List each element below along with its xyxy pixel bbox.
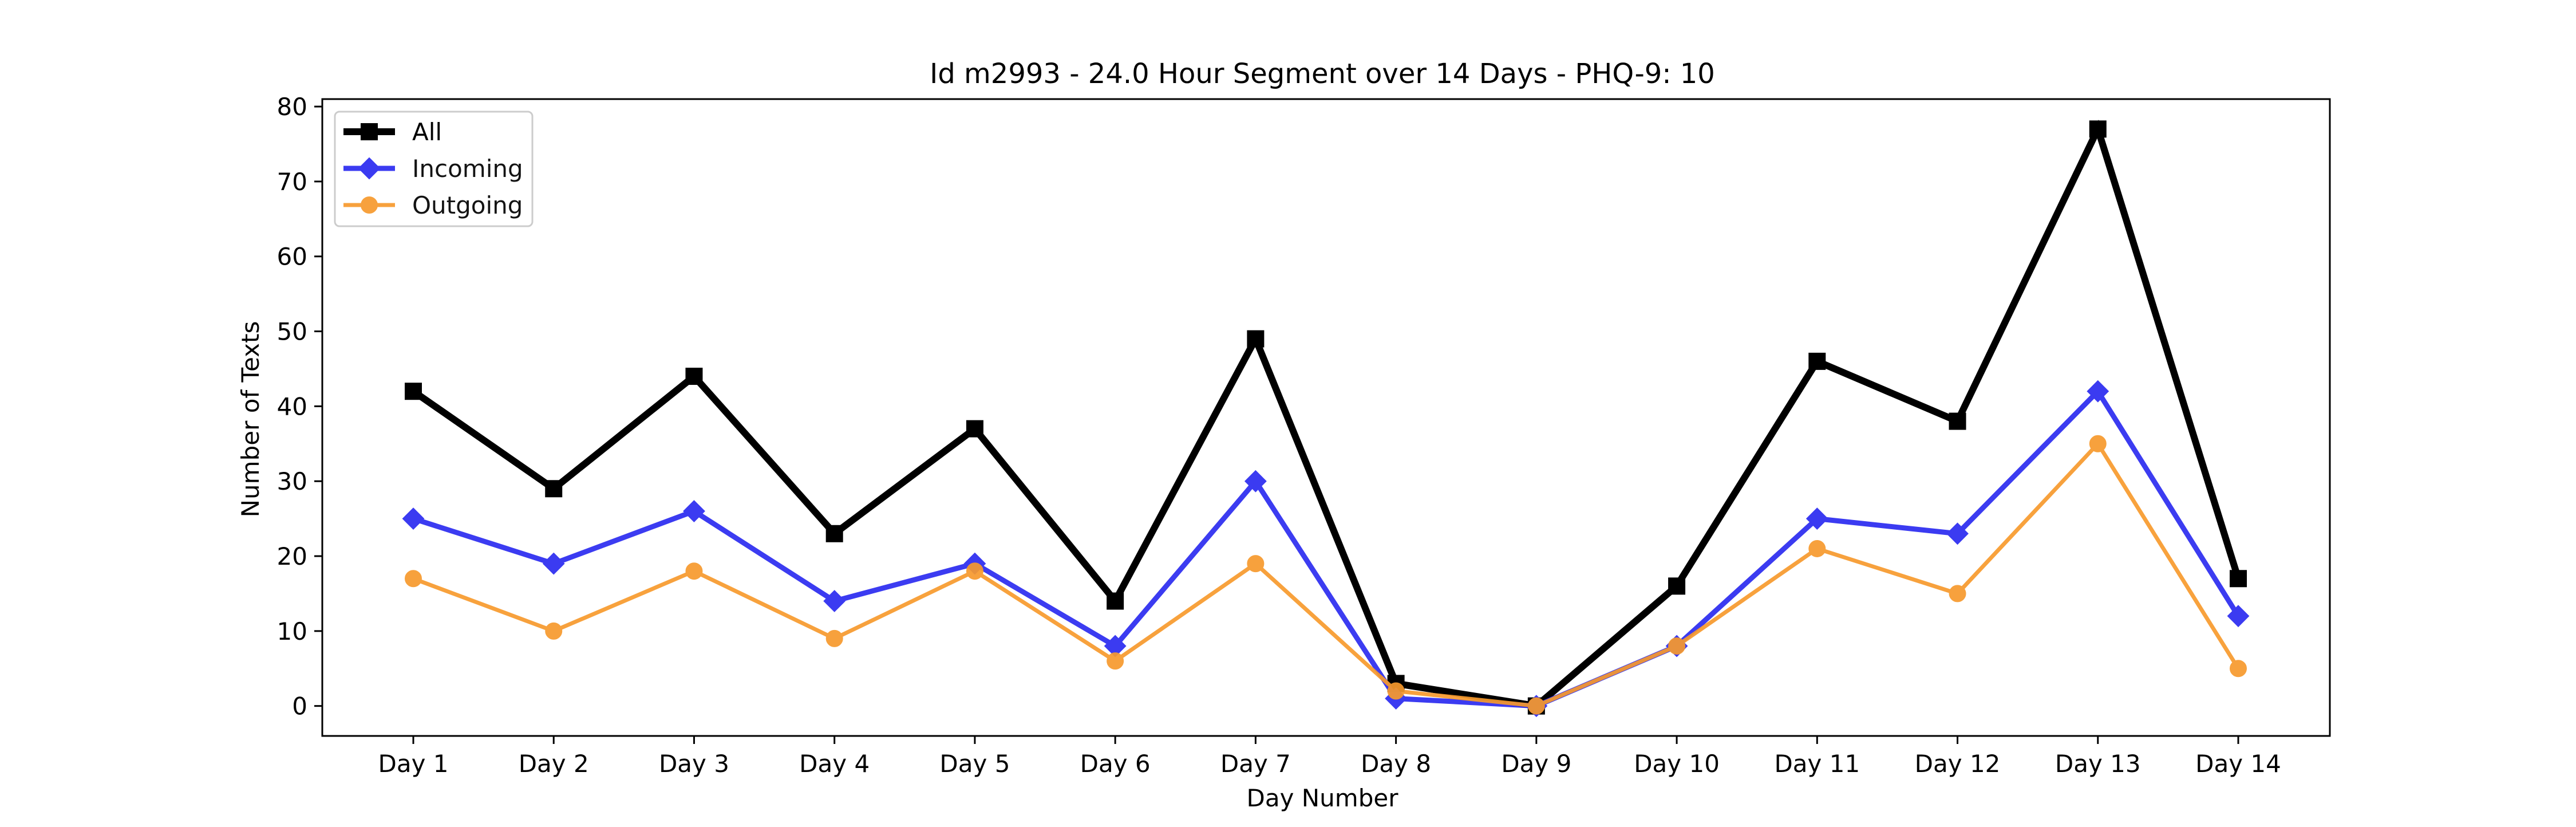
data-point-incoming	[683, 500, 705, 522]
data-point-outgoing	[1387, 682, 1405, 700]
data-point-outgoing	[1107, 652, 1124, 670]
plot-area	[321, 98, 2331, 737]
data-point-outgoing	[1949, 585, 1966, 602]
x-tick-label: Day 4	[799, 750, 870, 778]
y-tick-label: 30	[277, 467, 307, 495]
x-tick-label: Day 6	[1080, 750, 1151, 778]
x-tick-label: Day 13	[2055, 750, 2141, 778]
x-tick-label: Day 2	[519, 750, 589, 778]
data-point-outgoing	[685, 562, 703, 580]
data-point-outgoing	[966, 562, 983, 580]
data-point-incoming	[1946, 522, 1969, 545]
x-tick-label: Day 14	[2195, 750, 2281, 778]
x-tick-label: Day 5	[939, 750, 1010, 778]
data-point-incoming	[2227, 605, 2250, 628]
series-line-outgoing	[412, 440, 2240, 708]
legend-frame	[334, 111, 534, 227]
x-axis: Day 1 Day 2 Day 3 Day 4 Day 5 Day 6 Day 7 Day 8…	[378, 736, 2281, 778]
y-tick-label: 40	[277, 392, 307, 420]
legend-swatch-marker	[361, 123, 378, 140]
data-point-incoming	[823, 590, 846, 612]
data-point-incoming	[1244, 470, 1267, 493]
legend-label: All	[412, 118, 442, 146]
y-tick-label: 70	[277, 168, 307, 196]
data-point-all	[1808, 352, 1826, 370]
y-tick-label: 80	[277, 93, 307, 121]
series-outgoing	[405, 435, 2247, 715]
x-axis-label: Day Number	[1246, 784, 1398, 812]
data-point-outgoing	[825, 629, 843, 647]
data-point-outgoing	[1808, 539, 1826, 557]
data-point-all	[1949, 412, 1966, 430]
legend-swatch-marker	[361, 196, 378, 214]
legend-swatch-marker	[358, 157, 381, 180]
y-tick-label: 20	[277, 542, 307, 570]
x-tick-label: Day 1	[378, 750, 448, 778]
y-tick-label: 60	[277, 243, 307, 271]
data-point-outgoing	[2230, 660, 2247, 678]
data-point-all	[2089, 120, 2107, 138]
data-point-all	[1107, 592, 1124, 610]
data-point-all	[1247, 330, 1265, 348]
legend-label: Outgoing	[412, 191, 523, 219]
data-point-outgoing	[1668, 637, 1686, 655]
data-point-outgoing	[1527, 697, 1545, 715]
series-line-all	[411, 120, 2242, 710]
x-tick-label: Day 9	[1501, 750, 1571, 778]
x-tick-label: Day 7	[1220, 750, 1291, 778]
data-point-incoming	[402, 507, 425, 530]
y-tick-label: 50	[277, 318, 307, 346]
data-point-all	[825, 525, 843, 542]
data-point-outgoing	[1247, 555, 1265, 573]
data-point-outgoing	[545, 622, 563, 640]
data-point-all	[2230, 570, 2247, 588]
data-point-all	[1668, 577, 1686, 595]
x-tick-label: Day 10	[1634, 750, 1720, 778]
data-point-incoming	[1805, 507, 1828, 530]
y-axis: 0 10 20 30 40 50 60 70 80	[277, 93, 322, 720]
series-line-incoming	[412, 387, 2241, 709]
data-point-all	[685, 368, 703, 385]
data-point-incoming	[2087, 380, 2109, 403]
legend-entry-all: All	[343, 118, 442, 146]
plot-frame	[321, 98, 2331, 737]
legend: All Incoming Outgoing	[334, 111, 534, 227]
legend-entry-outgoing: Outgoing	[343, 191, 523, 219]
legend-label: Incoming	[412, 155, 523, 183]
x-tick-label: Day 3	[659, 750, 729, 778]
x-tick-label: Day 8	[1361, 750, 1431, 778]
y-axis-label: Number of Texts	[236, 321, 264, 518]
data-point-all	[545, 480, 563, 498]
legend-entry-incoming: Incoming	[343, 155, 523, 183]
series-layer	[402, 120, 2250, 718]
x-tick-label: Day 11	[1774, 750, 1860, 778]
data-point-all	[966, 420, 983, 438]
x-tick-label: Day 12	[1915, 750, 2001, 778]
y-tick-label: 10	[277, 617, 307, 645]
y-tick-label: 0	[292, 692, 307, 720]
data-point-outgoing	[405, 570, 422, 588]
chart-title: Id m2993 - 24.0 Hour Segment over 14 Day…	[930, 58, 1715, 90]
data-point-all	[405, 383, 422, 400]
data-point-outgoing	[2089, 435, 2107, 452]
data-point-incoming	[542, 552, 565, 575]
